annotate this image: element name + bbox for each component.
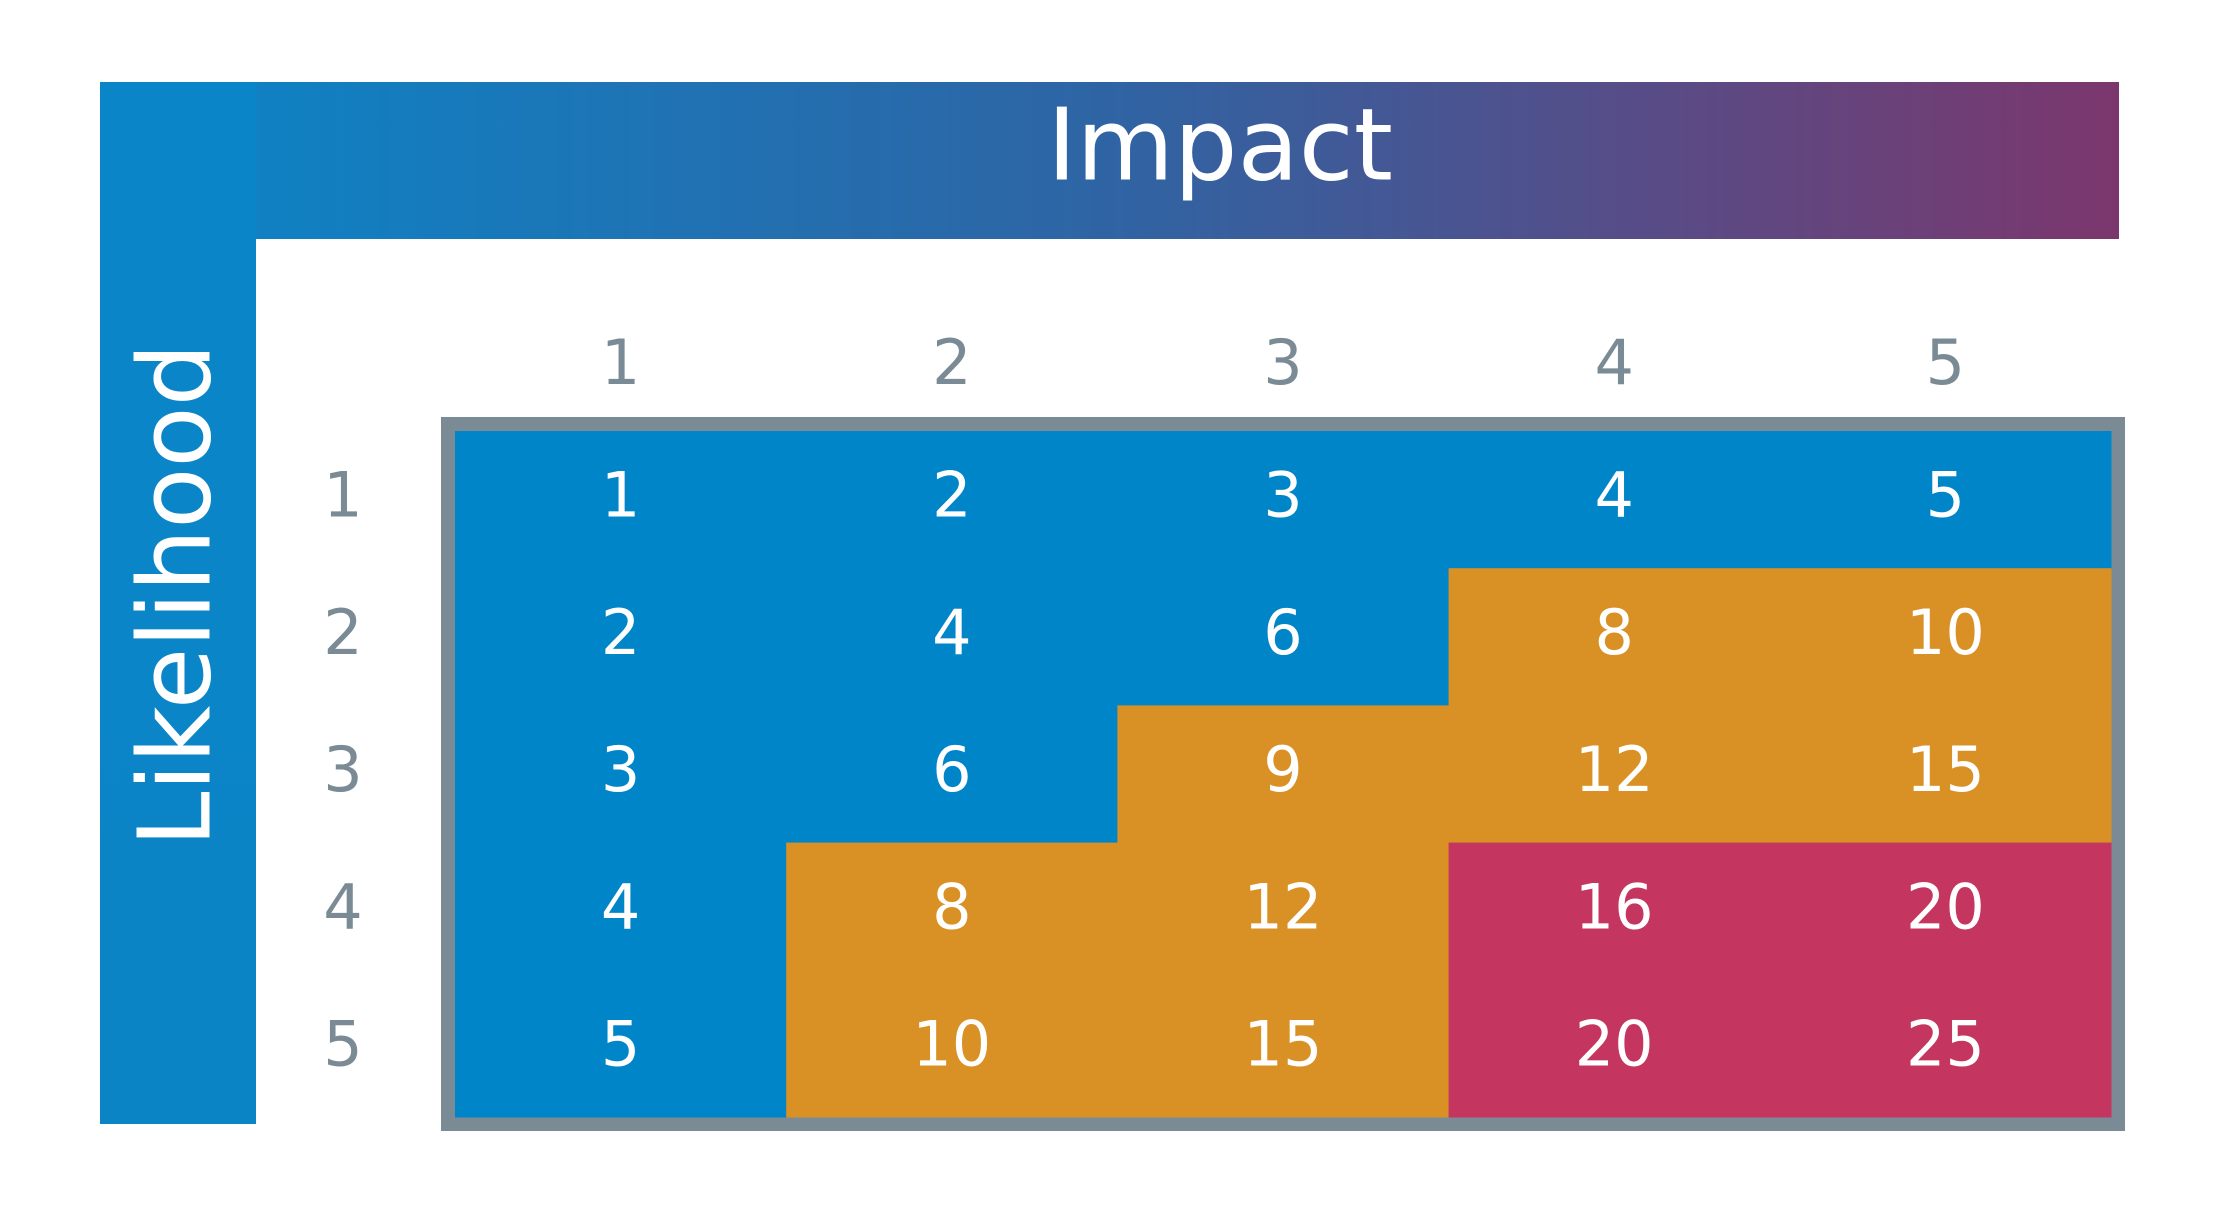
header-bar xyxy=(100,82,2119,239)
cell xyxy=(1117,842,1450,981)
cell-value: 8 xyxy=(1594,596,1633,669)
column-header: 3 xyxy=(1263,326,1302,399)
column-header: 1 xyxy=(601,326,640,399)
cell-value: 3 xyxy=(1263,459,1302,532)
cell xyxy=(1448,431,1781,569)
cell-value: 10 xyxy=(1906,596,1985,669)
cell-value: 12 xyxy=(1244,870,1323,943)
cell-value: 4 xyxy=(601,870,640,943)
cell-value: 5 xyxy=(601,1007,640,1080)
row-header: 4 xyxy=(323,870,362,943)
cell-value: 8 xyxy=(932,870,971,943)
cell-value: 3 xyxy=(601,733,640,806)
cell-value: 6 xyxy=(932,733,971,806)
cell xyxy=(786,568,1118,706)
column-header: 2 xyxy=(932,326,971,399)
cell xyxy=(1117,431,1450,569)
cell-value: 4 xyxy=(932,596,971,669)
cell xyxy=(455,705,787,844)
cell xyxy=(455,568,787,706)
cell-value: 9 xyxy=(1263,733,1302,806)
cell xyxy=(1779,568,2112,706)
cell-value: 20 xyxy=(1575,1007,1654,1080)
column-header: 5 xyxy=(1926,326,1965,399)
cell xyxy=(786,705,1118,844)
cell xyxy=(786,431,1118,569)
cell xyxy=(786,842,1118,981)
row-header: 1 xyxy=(323,459,362,532)
cell xyxy=(1117,979,1450,1118)
header-title: Impact xyxy=(1047,86,1393,203)
side-label: Likelihood xyxy=(116,343,233,847)
cell xyxy=(455,431,787,569)
cell-value: 10 xyxy=(912,1007,991,1080)
cell xyxy=(455,979,787,1118)
cell xyxy=(786,979,1118,1118)
cell-value: 15 xyxy=(1906,733,1985,806)
cell-value: 16 xyxy=(1575,870,1654,943)
cell xyxy=(455,842,787,981)
cell-value: 2 xyxy=(601,596,640,669)
cell xyxy=(1779,979,2112,1118)
cell-value: 12 xyxy=(1575,733,1654,806)
row-header: 5 xyxy=(323,1007,362,1080)
side-bar xyxy=(100,82,256,1124)
cell-value: 25 xyxy=(1906,1007,1985,1080)
cell xyxy=(1117,705,1450,844)
cell xyxy=(1448,705,1781,844)
row-header: 2 xyxy=(323,596,362,669)
cell xyxy=(1448,979,1781,1118)
cell-value: 1 xyxy=(601,459,640,532)
cell xyxy=(1117,568,1450,706)
cell-value: 2 xyxy=(932,459,971,532)
cell-value: 5 xyxy=(1926,459,1965,532)
cell xyxy=(1779,842,2112,981)
cell xyxy=(1779,705,2112,844)
cell-value: 4 xyxy=(1594,459,1633,532)
cell xyxy=(1779,431,2112,569)
column-header: 4 xyxy=(1594,326,1633,399)
cell-value: 15 xyxy=(1244,1007,1323,1080)
cell xyxy=(1448,568,1781,706)
cell-value: 6 xyxy=(1263,596,1302,669)
row-header: 3 xyxy=(323,733,362,806)
cell xyxy=(1448,842,1781,981)
cell-value: 20 xyxy=(1906,870,1985,943)
